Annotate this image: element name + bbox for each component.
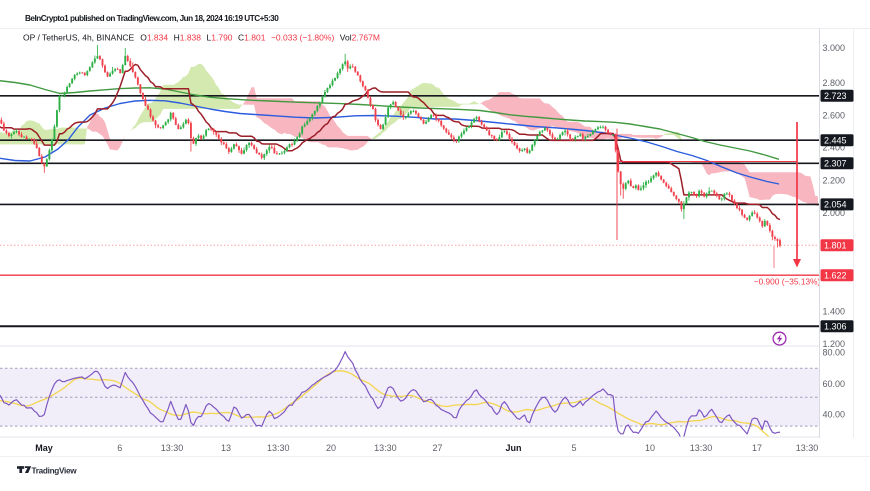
svg-text:1.801: 1.801 xyxy=(824,241,847,251)
svg-text:Jun: Jun xyxy=(505,443,521,453)
svg-text:2.200: 2.200 xyxy=(823,175,846,185)
svg-text:2.445: 2.445 xyxy=(824,136,847,146)
svg-text:3.000: 3.000 xyxy=(823,43,846,53)
svg-text:6: 6 xyxy=(117,443,122,453)
svg-text:2.307: 2.307 xyxy=(824,159,847,169)
svg-text:TradingView: TradingView xyxy=(32,467,78,476)
svg-text:2.723: 2.723 xyxy=(824,91,847,101)
svg-text:2.400: 2.400 xyxy=(823,143,846,153)
svg-text:5: 5 xyxy=(571,443,576,453)
svg-text:13:30: 13:30 xyxy=(796,443,819,453)
svg-text:May: May xyxy=(35,443,53,453)
svg-text:2.000: 2.000 xyxy=(823,208,846,218)
svg-text:40.00: 40.00 xyxy=(823,410,846,420)
svg-text:1.400: 1.400 xyxy=(823,307,846,317)
svg-text:BeInCrypto1 published on Tradi: BeInCrypto1 published on TradingView.com… xyxy=(25,14,279,23)
svg-text:2.600: 2.600 xyxy=(823,111,846,121)
svg-text:13:30: 13:30 xyxy=(267,443,290,453)
svg-text:27: 27 xyxy=(432,443,442,453)
svg-text:1.622: 1.622 xyxy=(824,271,847,281)
svg-text:60.00: 60.00 xyxy=(823,379,846,389)
svg-text:17: 17 xyxy=(752,443,762,453)
svg-text:1.200: 1.200 xyxy=(823,339,846,349)
svg-text:2.800: 2.800 xyxy=(823,78,846,88)
svg-text:20: 20 xyxy=(326,443,336,453)
svg-text:13:30: 13:30 xyxy=(161,443,184,453)
svg-text:13:30: 13:30 xyxy=(690,443,713,453)
svg-text:10: 10 xyxy=(645,443,655,453)
svg-text:80.00: 80.00 xyxy=(823,348,846,358)
svg-text:2.054: 2.054 xyxy=(824,200,847,210)
svg-text:13:30: 13:30 xyxy=(374,443,397,453)
svg-text:−0.900 (−35.13%): −0.900 (−35.13%) xyxy=(754,277,821,287)
svg-text:1.306: 1.306 xyxy=(824,322,847,332)
svg-text:13: 13 xyxy=(221,443,231,453)
